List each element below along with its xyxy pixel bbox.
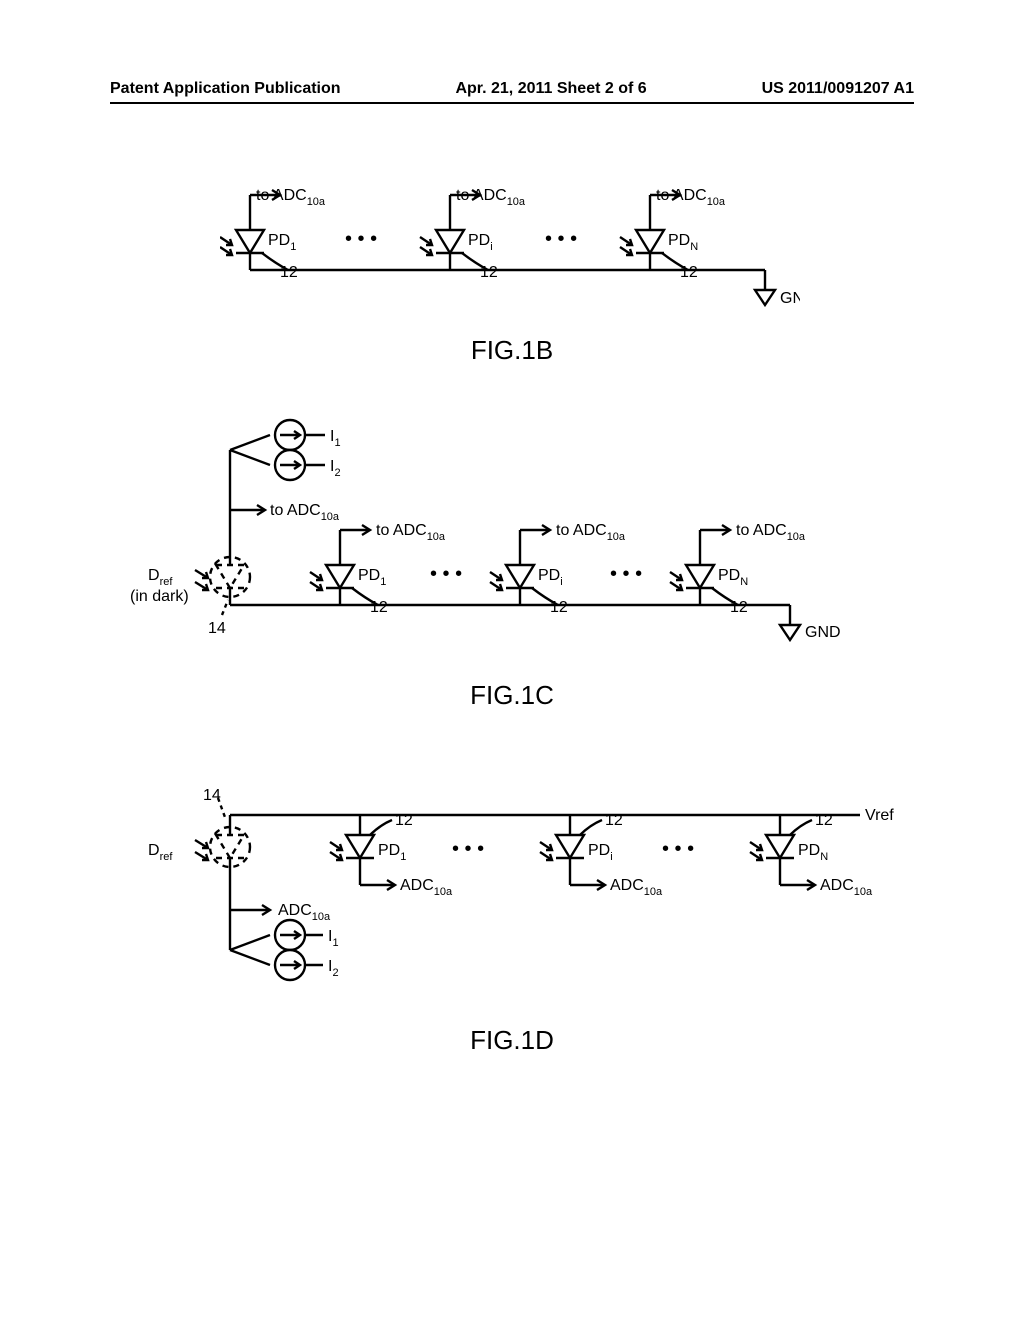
svg-text:• • •: • • • [430,563,462,585]
svg-text:I2: I2 [328,958,339,979]
svg-text:to ADC10a: to ADC10a [656,187,726,208]
fig-1c-container: I1 I2 to ADC10a to ADC10a to ADC10a to A… [130,415,850,665]
svg-text:Vref: Vref [865,807,894,824]
svg-text:12: 12 [480,264,498,281]
header-underline [110,102,914,104]
svg-text:14: 14 [203,787,221,804]
svg-text:PD1: PD1 [378,842,406,863]
header-left: Patent Application Publication [110,80,341,98]
svg-text:14: 14 [208,620,226,637]
svg-text:I2: I2 [330,458,341,479]
svg-text:• • •: • • • [610,563,642,585]
svg-text:12: 12 [395,812,413,829]
svg-text:• • •: • • • [345,228,377,250]
svg-text:PDN: PDN [798,842,828,863]
svg-text:• • •: • • • [662,838,694,860]
svg-text:• • •: • • • [545,228,577,250]
header-center: Apr. 21, 2011 Sheet 2 of 6 [455,80,646,98]
svg-text:I1: I1 [328,928,339,949]
fig-1b-container: to ADC10a to ADC10a to ADC10a PD1 PDi PD… [220,175,800,325]
fig-1b-label: FIG.1B [0,335,1024,366]
fig-1c-label: FIG.1C [0,680,1024,711]
svg-text:PDi: PDi [588,842,613,863]
svg-text:PD1: PD1 [358,567,386,588]
fig-1d-label: FIG.1D [0,1025,1024,1056]
fig-1b-svg: to ADC10a to ADC10a to ADC10a PD1 PDi PD… [220,175,800,325]
svg-text:Dref: Dref [148,567,173,588]
svg-text:12: 12 [280,264,298,281]
svg-text:12: 12 [680,264,698,281]
fig-1c-svg: I1 I2 to ADC10a to ADC10a to ADC10a to A… [130,415,850,665]
svg-text:ADC10a: ADC10a [610,877,663,898]
svg-text:PDi: PDi [468,232,493,253]
svg-text:ADC10a: ADC10a [820,877,873,898]
svg-text:ADC10a: ADC10a [400,877,453,898]
svg-text:PDN: PDN [718,567,748,588]
svg-text:to ADC10a: to ADC10a [456,187,526,208]
svg-text:PD1: PD1 [268,232,296,253]
svg-text:(in dark): (in dark) [130,588,189,605]
svg-text:to ADC10a: to ADC10a [736,522,806,543]
svg-text:PDN: PDN [668,232,698,253]
svg-text:PDi: PDi [538,567,563,588]
svg-text:GND: GND [805,624,841,641]
svg-text:12: 12 [605,812,623,829]
page-header: Patent Application Publication Apr. 21, … [0,80,1024,98]
svg-text:12: 12 [815,812,833,829]
header-right: US 2011/0091207 A1 [762,80,914,98]
svg-text:to ADC10a: to ADC10a [256,187,326,208]
svg-text:12: 12 [370,599,388,616]
svg-text:to ADC10a: to ADC10a [376,522,446,543]
svg-text:to ADC10a: to ADC10a [270,502,340,523]
fig-1d-svg: Vref 14 Dref 12 12 12 PD1 PDi PDN ADC10a… [130,780,910,1020]
svg-text:to ADC10a: to ADC10a [556,522,626,543]
fig-1d-container: Vref 14 Dref 12 12 12 PD1 PDi PDN ADC10a… [130,780,910,1020]
svg-text:12: 12 [730,599,748,616]
svg-text:12: 12 [550,599,568,616]
svg-text:I1: I1 [330,428,341,449]
svg-text:GND: GND [780,290,800,307]
svg-text:Dref: Dref [148,842,173,863]
svg-text:• • •: • • • [452,838,484,860]
